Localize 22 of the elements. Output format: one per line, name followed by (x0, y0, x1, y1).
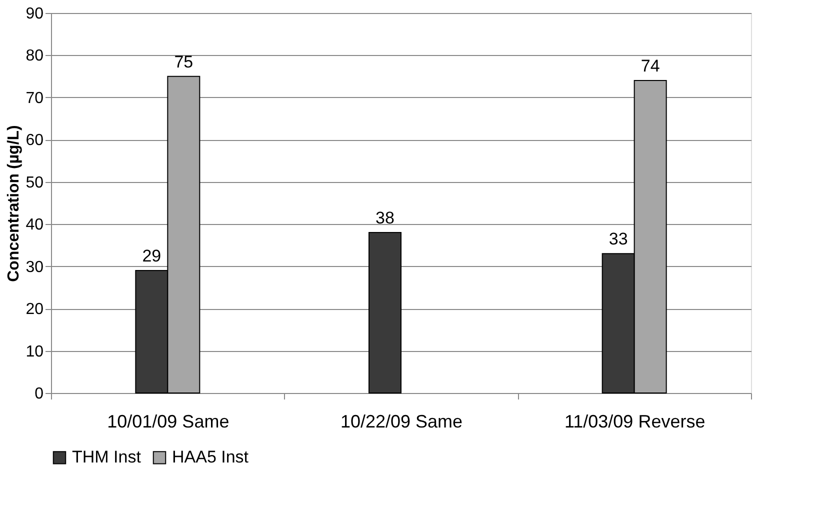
data-label: 38 (376, 208, 394, 228)
y-tick-label: 90 (26, 6, 44, 22)
data-label: 33 (608, 230, 628, 249)
y-tick-label: 60 (26, 132, 44, 150)
legend-label: HAA5 Inst (172, 448, 249, 467)
y-tick-label: 40 (26, 216, 44, 234)
y-tick-label: 0 (34, 386, 44, 402)
y-tick-label: 10 (26, 343, 44, 360)
x-tick-label: 11/03/09 Reverse (564, 412, 706, 432)
legend-label: THM Inst (72, 448, 142, 467)
y-tick-label: 20 (26, 301, 44, 318)
bar (368, 232, 402, 394)
y-axis-title: Concentration (µg/L) (6, 125, 23, 282)
data-label: 74 (640, 56, 660, 76)
y-tick-label: 50 (26, 174, 44, 192)
x-tick-label: 10/01/09 Same (107, 412, 230, 432)
data-label: 29 (142, 246, 162, 266)
x-tick-label: 10/22/09 Same (340, 412, 463, 432)
y-tick-label: 70 (26, 90, 44, 107)
y-tick-label: 80 (26, 48, 44, 65)
data-label: 75 (174, 52, 194, 72)
y-tick-label: 30 (26, 258, 44, 276)
